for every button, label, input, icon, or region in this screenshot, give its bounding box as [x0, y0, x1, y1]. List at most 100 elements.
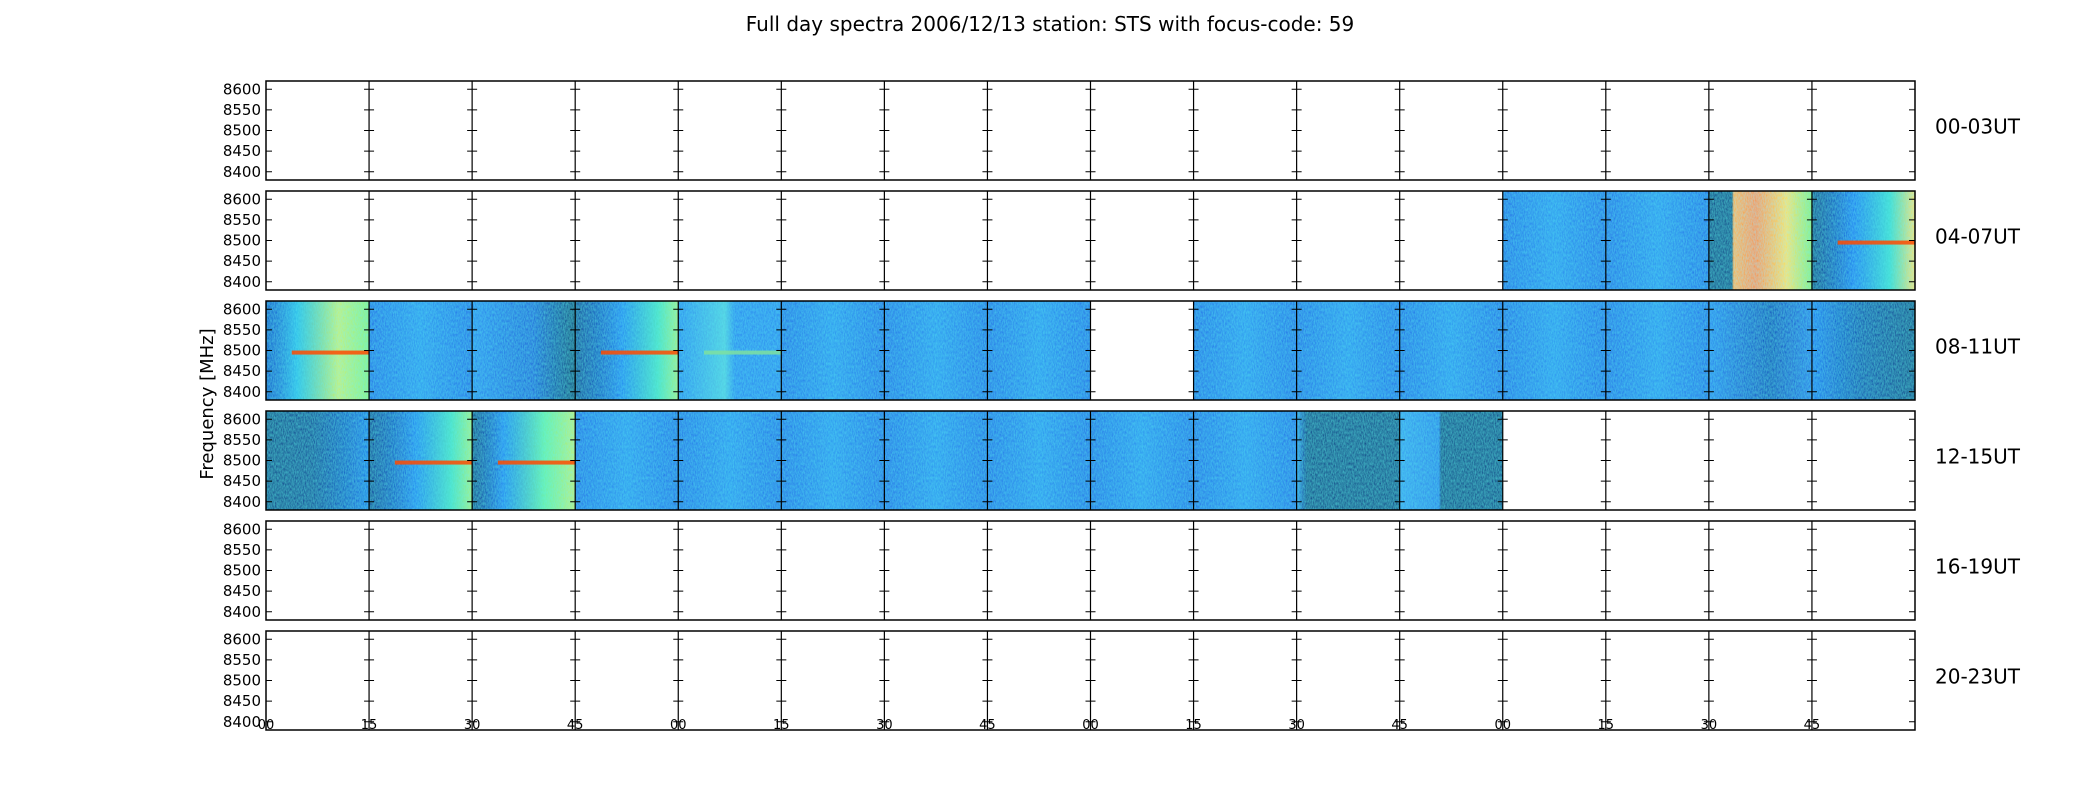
x-tick-label: 45 — [1804, 718, 1821, 733]
spectrum-segment — [472, 521, 576, 620]
spectra-rows: 8600 8550 8500 8450 8400 00-03UT 8600855085008… — [223, 80, 2021, 733]
spectrum-segment — [1605, 521, 1710, 620]
spectrum-segment — [1811, 81, 1916, 180]
spectrum-segment — [1090, 81, 1194, 180]
spectrum-segment — [1296, 411, 1400, 510]
y-axis-label: Frequency [MHz] — [197, 328, 218, 479]
spectral-line — [291, 350, 370, 355]
spectrum-segment — [575, 191, 679, 290]
spectrum-segment — [1502, 521, 1607, 620]
x-tick-label: 00 — [1494, 718, 1511, 733]
spectrum-segment — [678, 191, 782, 290]
spectrum-segment — [678, 411, 782, 510]
x-tick-label: 15 — [361, 718, 378, 733]
x-tick-labels: 00 15 30 45 00 15 30 45 00 15 30 45 00 15 30 45 — [258, 718, 1820, 733]
x-tick-label: 30 — [464, 718, 481, 733]
x-tick-label: 00 — [670, 718, 687, 733]
spectrum-segment — [1708, 411, 1813, 510]
spectrum-segment — [369, 191, 473, 290]
spectrum-segment — [1708, 521, 1813, 620]
spectrum-segment — [1399, 631, 1504, 730]
y-tick-label: 8450 — [223, 142, 261, 160]
spectrum-segment — [266, 411, 370, 510]
spectrum-segment — [1193, 521, 1297, 620]
y-tick-label: 8550 — [223, 211, 261, 229]
spectrum-segment — [987, 631, 1091, 730]
spectrum-segment — [884, 521, 988, 620]
y-tick-label: 8400 — [223, 493, 261, 511]
y-tick-label: 8400 — [223, 383, 261, 401]
y-tick-label: 8550 — [223, 321, 261, 339]
spectrum-segment — [1605, 191, 1710, 290]
spectra-row: 8600 8550 8500 8450 8400 12-15UT — [223, 410, 2021, 511]
y-tick-label: 8450 — [223, 582, 261, 600]
spectrum-segment — [575, 301, 679, 400]
y-tick-label: 8550 — [223, 651, 261, 669]
spectrum-segment — [678, 631, 782, 730]
spectrum-segment — [1399, 521, 1504, 620]
spectrum-segment — [1708, 81, 1813, 180]
row-label: 16-19UT — [1935, 555, 2021, 579]
spectrum-segment — [1399, 301, 1504, 400]
spectrum-segment — [1708, 301, 1813, 400]
spectrum-segment — [884, 81, 988, 180]
spectrum-segment — [1502, 411, 1607, 510]
spectrum-segment — [369, 631, 473, 730]
spectrum-segment — [472, 301, 576, 400]
spectrum-segment — [781, 521, 885, 620]
spectrum-segment — [1811, 191, 1916, 290]
spectra-row: 8600 8550 8500 8450 8400 08-11UT — [223, 300, 2021, 401]
spectrum-segment — [781, 191, 885, 290]
spectrum-segment — [1193, 191, 1297, 290]
spectral-line — [497, 460, 576, 465]
y-tick-label: 8600 — [223, 410, 261, 428]
y-tick-label: 8500 — [223, 232, 261, 250]
spectrum-segment — [369, 81, 473, 180]
spectrum-segment — [987, 81, 1091, 180]
y-tick-label: 8600 — [223, 190, 261, 208]
x-tick-label: 15 — [773, 718, 790, 733]
y-tick-label: 8600 — [223, 520, 261, 538]
y-tick-label: 8450 — [223, 692, 261, 710]
spectrum-segment — [266, 521, 370, 620]
y-tick-label: 8400 — [223, 603, 261, 621]
spectrum-segment — [987, 521, 1091, 620]
y-tick-label: 8400 — [223, 163, 261, 181]
spectrum-segment — [884, 301, 988, 400]
spectra-row: 8600 8550 8500 8450 8400 04-07UT — [223, 190, 2021, 291]
spectrum-segment — [1605, 411, 1710, 510]
spectrum-segment — [678, 301, 782, 400]
spectrum-segment — [1605, 81, 1710, 180]
spectrum-segment — [1090, 301, 1194, 400]
spectrum-segment — [1193, 301, 1297, 400]
spectrum-segment — [1090, 631, 1194, 730]
y-tick-label: 8600 — [223, 80, 261, 98]
x-tick-label: 45 — [1391, 718, 1408, 733]
spectrum-segment — [472, 81, 576, 180]
row-label: 04-07UT — [1935, 225, 2021, 249]
spectrum-segment — [884, 191, 988, 290]
spectrum-segment — [1502, 301, 1607, 400]
spectrum-segment — [266, 191, 370, 290]
row-label: 00-03UT — [1935, 115, 2021, 139]
spectrum-segment — [781, 411, 885, 510]
spectrum-segment — [575, 521, 679, 620]
row-label: 08-11UT — [1935, 335, 2021, 359]
y-tick-label: 8400 — [223, 713, 261, 731]
spectrum-segment — [369, 301, 473, 400]
spectrum-segment — [987, 191, 1091, 290]
y-tick-label: 8600 — [223, 630, 261, 648]
spectrum-segment — [1193, 81, 1297, 180]
spectrum-segment — [678, 521, 782, 620]
spectrum-segment — [472, 631, 576, 730]
spectrum-segment — [678, 81, 782, 180]
x-tick-label: 30 — [1288, 718, 1305, 733]
spectral-line — [600, 350, 679, 355]
spectrum-segment — [1296, 191, 1400, 290]
spectral-line — [704, 350, 782, 355]
spectrum-segment — [1090, 191, 1194, 290]
spectrum-segment — [1811, 411, 1916, 510]
y-tick-label: 8550 — [223, 101, 261, 119]
spectrum-segment — [884, 411, 988, 510]
spectrum-segment — [266, 81, 370, 180]
